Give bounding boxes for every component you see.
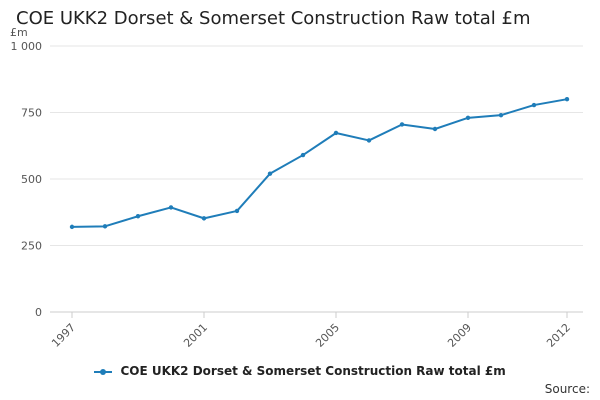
y-tick-label: 1 000 <box>11 40 43 53</box>
data-point <box>102 224 108 229</box>
x-tick-label: 2012 <box>544 321 573 350</box>
x-tick-label: 1997 <box>49 321 78 350</box>
y-tick-label: 500 <box>21 173 42 186</box>
data-point <box>465 115 471 121</box>
series-group <box>69 97 570 230</box>
data-point <box>399 122 405 127</box>
x-axis: 1997 2001 2005 2009 2012 <box>49 312 573 350</box>
data-point <box>366 138 372 143</box>
legend-label: COE UKK2 Dorset & Somerset Construction … <box>120 364 506 378</box>
data-point <box>498 112 504 118</box>
data-point <box>267 171 273 176</box>
y-axis: £m 0 250 500 750 1 000 <box>10 26 42 319</box>
data-point <box>564 97 570 102</box>
y-tick-label: 750 <box>21 107 42 120</box>
data-point <box>333 130 339 136</box>
chart-title: COE UKK2 Dorset & Somerset Construction … <box>16 8 531 29</box>
data-point <box>168 205 174 210</box>
data-point <box>300 152 306 158</box>
x-tick-label: 2005 <box>313 321 342 350</box>
y-tick-label: 250 <box>21 240 42 253</box>
data-point <box>135 214 141 219</box>
series-line <box>71 98 568 228</box>
gridlines <box>50 45 583 313</box>
x-tick-label: 2001 <box>181 321 210 350</box>
data-point <box>432 126 438 132</box>
source-label: Source: <box>544 382 590 396</box>
legend: COE UKK2 Dorset & Somerset Construction … <box>0 364 600 378</box>
x-tick-label: 2009 <box>445 321 474 350</box>
data-point <box>531 102 537 108</box>
data-point <box>201 216 207 221</box>
y-tick-label: 0 <box>35 306 42 319</box>
data-point <box>69 224 75 230</box>
y-axis-unit-label: £m <box>10 26 28 39</box>
data-point <box>234 208 240 214</box>
legend-swatch-icon <box>94 368 113 375</box>
